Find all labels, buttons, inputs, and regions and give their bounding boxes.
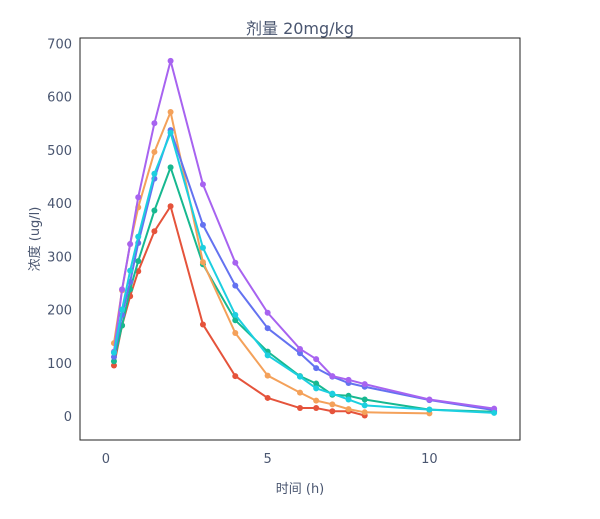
data-point [151, 148, 158, 155]
data-point [110, 358, 117, 365]
data-point [167, 109, 174, 116]
data-point [297, 345, 303, 352]
series-line [112, 59, 495, 410]
data-point [297, 389, 303, 396]
data-point [167, 164, 174, 171]
x-axis-label: 时间 (h) [276, 482, 325, 497]
series-line [112, 131, 495, 414]
data-point [119, 306, 126, 313]
data-point [361, 396, 368, 403]
data-point [264, 372, 271, 379]
y-axis-ticks: 0 100 200 300 400 500 600 700 [47, 37, 72, 425]
data-point [313, 405, 320, 412]
data-point [199, 221, 206, 228]
data-point [127, 241, 134, 248]
data-point [345, 396, 352, 403]
data-point [345, 376, 352, 383]
data-point [361, 409, 368, 416]
data-point [167, 203, 174, 210]
series-1 [110, 203, 368, 419]
data-point [232, 373, 239, 380]
data-point [329, 401, 336, 408]
y-tick-label: 400 [47, 197, 72, 212]
data-point [135, 258, 142, 265]
y-tick-label: 500 [47, 144, 72, 159]
data-point [329, 373, 336, 380]
data-point [313, 356, 320, 363]
data-point [110, 349, 117, 356]
data-point [297, 373, 303, 380]
data-point [361, 402, 368, 409]
data-point [313, 397, 320, 404]
y-tick-label: 200 [47, 304, 72, 319]
series-6 [110, 129, 498, 416]
data-point [345, 406, 352, 413]
data-point [491, 409, 498, 416]
data-point [135, 194, 142, 201]
data-point [264, 325, 271, 332]
data-point [167, 129, 174, 136]
data-point [313, 385, 320, 392]
data-point [199, 244, 206, 251]
data-point [232, 282, 239, 289]
data-point [127, 267, 134, 274]
data-point [313, 365, 320, 372]
data-point [264, 394, 271, 401]
x-axis-ticks: 0 5 10 [102, 452, 438, 467]
data-point [329, 408, 336, 415]
plot-background [79, 37, 521, 441]
data-point [426, 406, 433, 413]
y-tick-label: 0 [64, 410, 72, 425]
data-point [167, 57, 174, 64]
data-point [264, 352, 271, 359]
data-point [135, 233, 142, 240]
data-point [426, 396, 433, 403]
data-point [110, 353, 117, 360]
data-point [329, 390, 336, 397]
data-point [151, 170, 158, 177]
series-line [112, 129, 495, 412]
x-tick-label: 10 [421, 452, 438, 467]
data-point [151, 120, 158, 127]
y-axis-label: 浓度 (ug/l) [27, 207, 43, 272]
y-tick-label: 300 [47, 250, 72, 265]
x-tick-label: 0 [102, 452, 110, 467]
data-point [361, 381, 368, 388]
data-point [119, 286, 126, 293]
data-point [151, 228, 158, 235]
x-tick-label: 5 [264, 452, 272, 467]
data-point [264, 309, 271, 316]
data-point [110, 362, 117, 369]
chart-title: 剂量 20mg/kg [246, 19, 354, 38]
data-point [232, 311, 239, 318]
data-point [232, 329, 239, 336]
data-point [199, 181, 206, 188]
data-point [199, 259, 206, 266]
data-point [491, 405, 498, 412]
y-tick-label: 600 [47, 91, 72, 106]
data-point [232, 317, 239, 324]
data-point [297, 350, 303, 357]
data-point [313, 380, 320, 387]
data-point [151, 207, 158, 214]
data-point [199, 321, 206, 328]
series-5 [110, 57, 498, 412]
y-tick-label: 700 [47, 37, 72, 52]
data-point [297, 405, 303, 412]
data-point [232, 259, 239, 266]
y-tick-label: 100 [47, 357, 72, 372]
series-layer [110, 57, 498, 419]
